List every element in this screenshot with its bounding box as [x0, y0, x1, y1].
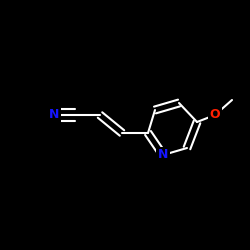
Text: N: N	[158, 148, 168, 162]
Text: O: O	[210, 108, 220, 122]
Text: N: N	[49, 108, 59, 122]
